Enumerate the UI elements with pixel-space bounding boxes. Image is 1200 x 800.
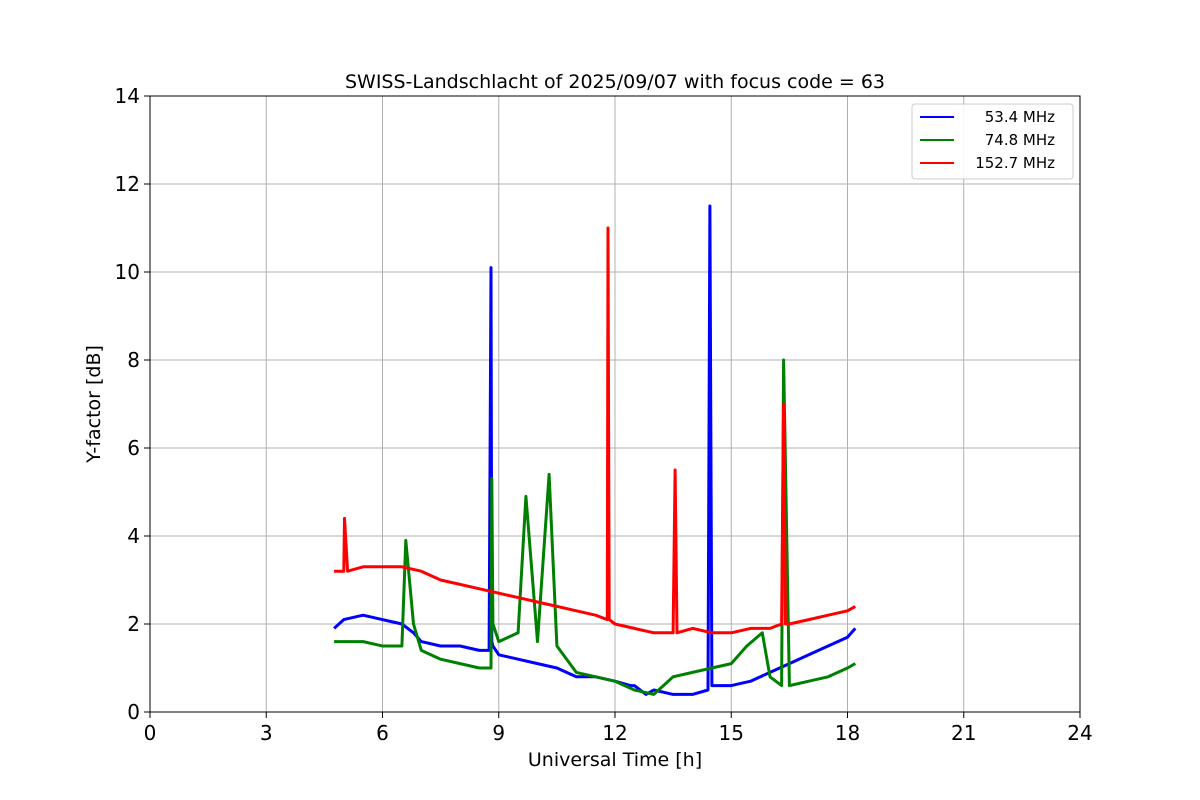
x-tick-label: 15 <box>719 721 744 745</box>
legend-label: 152.7 MHz <box>975 154 1055 172</box>
legend-box <box>911 103 1074 180</box>
y-tick-label: 4 <box>127 524 140 548</box>
x-axis-ticks: 0 3 6 9 12 15 18 21 24 <box>144 712 1093 745</box>
legend-label: 53.4 MHz <box>985 108 1055 126</box>
chart-title: SWISS-Landschlacht of 2025/09/07 with fo… <box>345 71 885 93</box>
x-tick-label: 12 <box>602 721 627 745</box>
x-tick-label: 3 <box>260 721 273 745</box>
x-tick-label: 9 <box>492 721 505 745</box>
y-tick-label: 2 <box>127 612 140 636</box>
series-layer <box>333 204 857 696</box>
series-line-1 <box>333 204 857 696</box>
x-tick-label: 0 <box>144 721 157 745</box>
x-tick-label: 18 <box>835 721 860 745</box>
series-line-2 <box>334 358 857 696</box>
y-tick-label: 0 <box>127 700 140 724</box>
grid <box>149 95 1081 713</box>
series-line-3 <box>334 226 857 635</box>
x-tick-label: 24 <box>1067 721 1092 745</box>
y-axis-ticks: 0 2 4 6 8 10 12 14 <box>115 84 150 724</box>
x-tick-label: 6 <box>376 721 389 745</box>
y-tick-label: 10 <box>115 260 140 284</box>
y-tick-label: 14 <box>115 84 140 108</box>
x-axis-label: Universal Time [h] <box>528 749 702 771</box>
y-tick-label: 12 <box>115 172 140 196</box>
y-tick-label: 8 <box>127 348 140 372</box>
y-axis-label: Y-factor [dB] <box>83 345 105 464</box>
legend-label: 74.8 MHz <box>985 131 1055 149</box>
legend: 53.4 MHz 74.8 MHz 152.7 MHz <box>911 103 1074 180</box>
x-tick-label: 21 <box>951 721 976 745</box>
y-tick-label: 6 <box>127 436 140 460</box>
